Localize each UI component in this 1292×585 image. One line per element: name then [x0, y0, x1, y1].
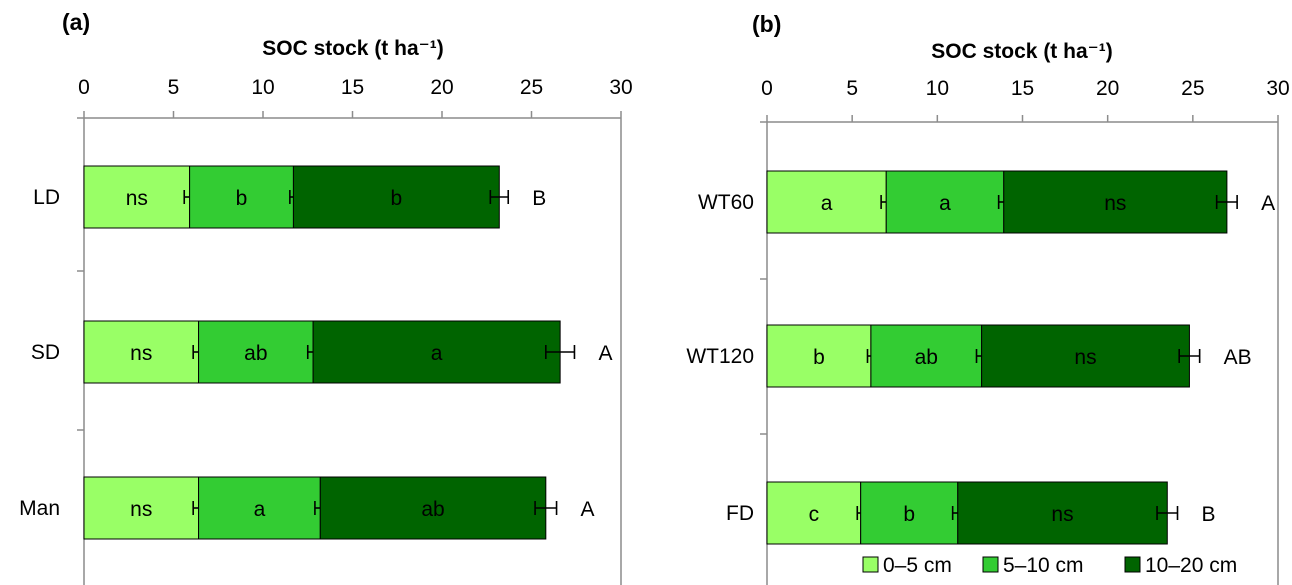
total-significance-letter: B [532, 187, 546, 210]
bar-segment [885, 170, 1005, 234]
significance-letter: a [431, 342, 443, 365]
x-tick-label: 25 [1181, 77, 1204, 100]
legend-swatch [982, 556, 999, 573]
significance-letter: b [813, 346, 825, 369]
legend-swatch [1124, 556, 1141, 573]
legend-swatch [862, 556, 879, 573]
x-tick-label: 0 [761, 77, 773, 100]
x-tick-label: 10 [251, 76, 274, 99]
bar-segment [319, 476, 547, 540]
x-axis-title: SOC stock (t ha⁻¹) [931, 40, 1112, 63]
category-label: FD [726, 502, 754, 525]
significance-letter: ns [1051, 503, 1073, 526]
significance-letter: ab [915, 346, 938, 369]
significance-letter: b [903, 503, 915, 526]
total-significance-letter: B [1202, 503, 1216, 526]
bar-segment [870, 324, 983, 388]
bar-segment [83, 320, 200, 384]
x-axis-title: SOC stock (t ha⁻¹) [262, 37, 443, 60]
bar-segment [860, 481, 959, 545]
bar-segment [83, 165, 191, 229]
bar-segment [189, 165, 294, 229]
significance-letter: a [821, 192, 833, 215]
x-tick-label: 15 [1011, 77, 1034, 100]
bar-segment [292, 165, 500, 229]
category-label: LD [33, 186, 60, 209]
total-significance-letter: A [581, 498, 595, 521]
legend: 0–5 cm 5–10 cm 10–20 cm [862, 554, 1237, 577]
total-significance-letter: A [598, 342, 612, 365]
significance-letter: a [939, 192, 951, 215]
bar-segment [957, 481, 1168, 545]
category-label: Man [19, 497, 60, 520]
total-significance-letter: A [1261, 192, 1275, 215]
bar-segment [312, 320, 561, 384]
bar-segment [198, 476, 321, 540]
x-tick-label: 10 [926, 77, 949, 100]
x-tick-label: 20 [430, 76, 453, 99]
panel-b: (b) SOC stock (t ha⁻¹) 0 5 10 15 20 25 30 WT60 a a n… [686, 11, 1290, 585]
category-label: SD [31, 341, 60, 364]
legend-label: 5–10 cm [1003, 554, 1084, 577]
significance-letter: ns [1104, 192, 1126, 215]
bar-segment [1003, 170, 1228, 234]
significance-letter: ab [244, 342, 267, 365]
x-tick-label: 30 [1266, 77, 1289, 100]
panel-label: (a) [62, 9, 90, 35]
bar-segment [981, 324, 1190, 388]
x-tick-label: 5 [168, 76, 180, 99]
significance-letter: ns [126, 187, 148, 210]
x-tick-label: 15 [341, 76, 364, 99]
bar-segment [766, 170, 887, 234]
legend-label: 10–20 cm [1145, 554, 1237, 577]
significance-letter: a [254, 498, 266, 521]
panel-label: (b) [752, 11, 781, 37]
bar-segment [766, 324, 872, 388]
category-label: WT120 [686, 345, 754, 368]
significance-letter: ns [1074, 346, 1096, 369]
panel-a: (a) SOC stock (t ha⁻¹) 0 5 10 15 20 25 30 LD ns b b B… [19, 9, 633, 585]
significance-letter: b [391, 187, 403, 210]
significance-letter: b [236, 187, 248, 210]
x-tick-label: 20 [1096, 77, 1119, 100]
significance-letter: ab [421, 498, 444, 521]
total-significance-letter: AB [1224, 346, 1252, 369]
x-tick-label: 30 [609, 76, 632, 99]
x-tick-label: 0 [78, 76, 90, 99]
category-label: WT60 [698, 191, 754, 214]
bar-segment [766, 481, 862, 545]
bar-segment [83, 476, 200, 540]
legend-label: 0–5 cm [883, 554, 952, 577]
significance-letter: ns [130, 342, 152, 365]
significance-letter: c [809, 503, 820, 526]
significance-letter: ns [130, 498, 152, 521]
x-tick-label: 5 [846, 77, 858, 100]
x-tick-label: 25 [520, 76, 543, 99]
